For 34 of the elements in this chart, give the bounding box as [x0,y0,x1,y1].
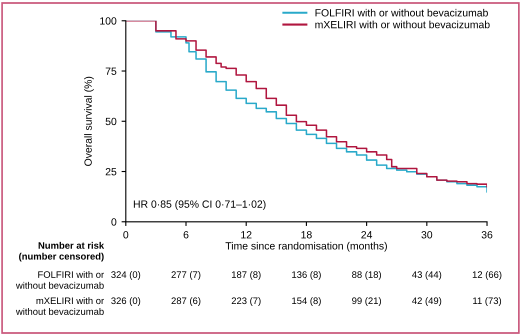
y-axis-title: Overall survival (%) [84,76,94,166]
text: 277 (7) [172,271,200,280]
text: 43 (44) [412,271,442,280]
text: Number at risk (number censored) [19,242,104,262]
x-tick-label: 30 [421,231,432,238]
text: 187 (8) [232,271,261,280]
x-tick-label: 18 [301,231,312,238]
text: 287 (6) [172,297,200,306]
text: 88 (18) [352,271,381,280]
y-tick-label: 25 [106,168,116,176]
x-axis-title: Time since randomisation (months) [226,242,387,252]
text: 223 (7) [232,297,261,306]
text: 324 (0) [111,271,140,280]
legend-label: mXELIRI with or without bevacizumab [315,20,490,28]
text: 42 (49) [412,297,442,306]
text: 154 (8) [292,297,321,306]
text: 136 (8) [292,271,321,280]
text: mXELIRI with or without bevacizumab [16,297,104,315]
x-tick-label: 24 [361,231,372,238]
text: 12 (66) [472,271,502,280]
x-tick-label: 36 [482,231,492,238]
y-tick-label: 50 [106,118,116,126]
y-tick-label: 75 [106,68,116,75]
x-tick-label: 12 [241,231,252,238]
text: FOLFIRI with or without bevacizumab [16,271,104,289]
x-tick-label: 6 [184,231,188,238]
x-tick-label: 0 [123,231,128,238]
text: 11 (73) [473,297,502,306]
text: 326 (0) [111,297,140,306]
text: 99 (21) [352,297,381,306]
annotation: HR 0·85 (95% CI 0·71–1·02) [134,200,266,210]
legend-label: FOLFIRI with or without bevacizumab [316,8,488,17]
y-tick-label: 100 [100,17,116,25]
y-tick-label: 0 [111,218,116,226]
